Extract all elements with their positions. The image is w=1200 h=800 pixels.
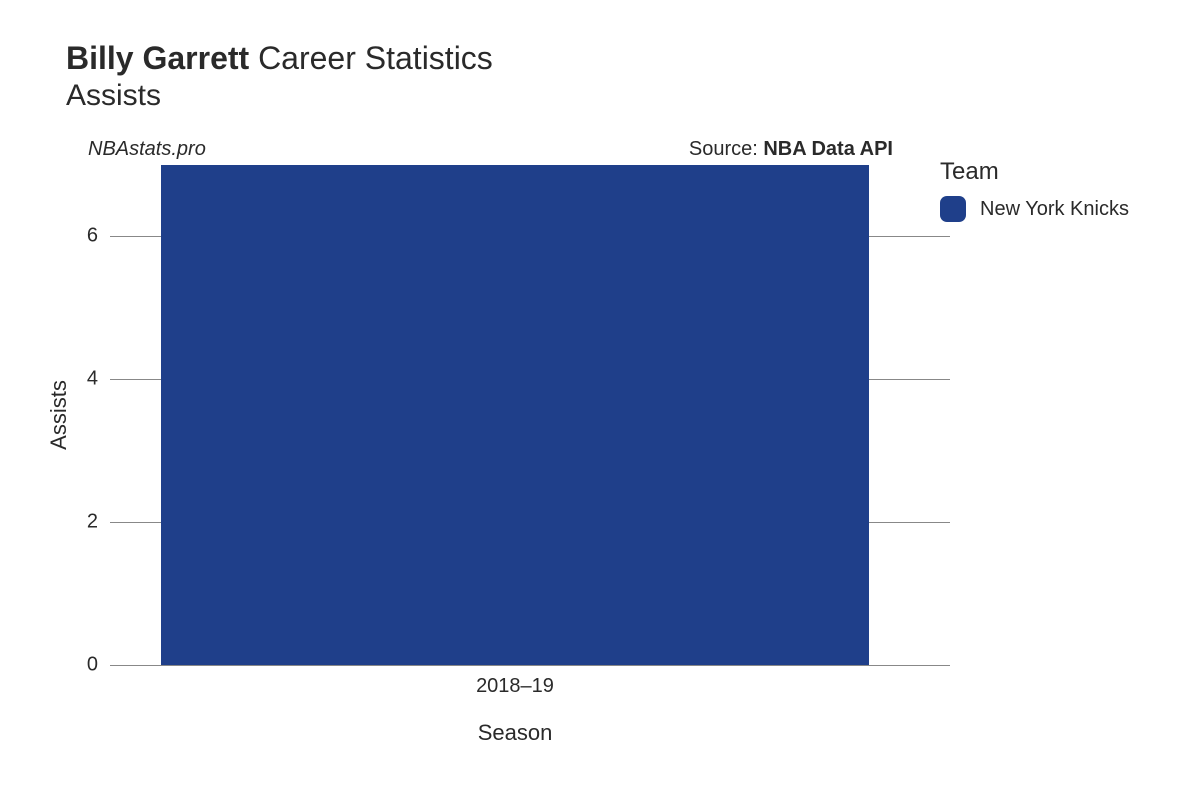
bar	[161, 165, 870, 665]
grid-line	[110, 665, 950, 666]
y-tick-label: 4	[87, 368, 98, 391]
source-prefix: Source:	[689, 138, 763, 160]
source-name: NBA Data API	[763, 138, 893, 160]
chart-title-bold: Billy Garrett	[66, 40, 249, 76]
chart-title-rest-text: Career Statistics	[258, 40, 493, 76]
y-tick-label: 2	[87, 511, 98, 534]
y-tick-label: 0	[87, 654, 98, 677]
legend-title: Team	[940, 158, 1129, 186]
legend-items: New York Knicks	[940, 196, 1129, 222]
legend: Team New York Knicks	[940, 158, 1129, 222]
legend-item: New York Knicks	[940, 196, 1129, 222]
legend-swatch	[940, 196, 966, 222]
x-axis-label: Season	[478, 720, 553, 746]
watermark-label: NBAstats.pro	[88, 138, 206, 161]
source-label: Source: NBA Data API	[689, 138, 893, 161]
chart-title-block: Billy Garrett Career Statistics Assists	[66, 40, 493, 113]
plot-area: 02462018–19	[110, 165, 920, 665]
chart-container: Billy Garrett Career Statistics Assists …	[0, 0, 1200, 800]
x-tick-label: 2018–19	[476, 675, 554, 698]
chart-subtitle: Assists	[66, 79, 493, 113]
y-axis-label: Assists	[46, 380, 72, 450]
legend-item-label: New York Knicks	[980, 198, 1129, 221]
y-tick-label: 6	[87, 225, 98, 248]
chart-title-line1: Billy Garrett Career Statistics	[66, 40, 493, 77]
